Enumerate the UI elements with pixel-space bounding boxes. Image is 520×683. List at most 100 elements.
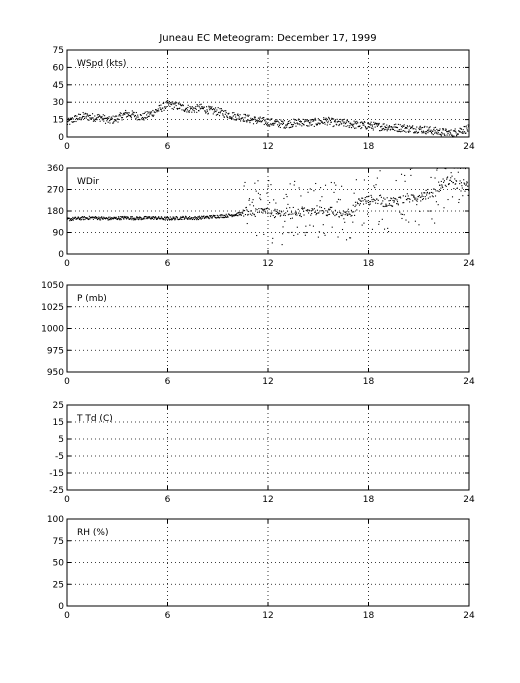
data-point (189, 106, 191, 108)
data-point (150, 113, 152, 115)
data-point (108, 117, 110, 119)
data-point (251, 119, 253, 121)
data-point (295, 212, 297, 214)
data-point (395, 123, 397, 125)
data-point (434, 195, 437, 197)
data-point (139, 119, 141, 121)
data-point (172, 218, 174, 220)
data-point (179, 218, 181, 220)
data-point (278, 124, 281, 127)
data-point (448, 131, 450, 133)
data-point (98, 115, 100, 117)
data-point (207, 216, 209, 218)
data-point (178, 103, 180, 105)
data-point (409, 130, 411, 133)
data-point (149, 111, 151, 113)
data-point (415, 128, 417, 130)
data-point (131, 216, 133, 218)
data-point (273, 217, 276, 219)
y-tick-label: 180 (47, 207, 64, 217)
data-point (404, 130, 406, 132)
data-point (180, 216, 183, 218)
data-point (338, 124, 340, 127)
data-point (438, 191, 440, 193)
y-tick-label: 50 (53, 559, 65, 569)
data-point (104, 115, 106, 117)
data-point (440, 187, 442, 189)
data-point (329, 123, 331, 125)
data-point (259, 197, 261, 199)
data-point (73, 120, 75, 123)
data-point (133, 217, 135, 219)
data-point (306, 119, 308, 121)
x-tick-label: 18 (363, 377, 375, 387)
x-tick-label: 6 (165, 611, 171, 621)
data-point (163, 109, 165, 111)
data-point (91, 113, 94, 115)
data-point (451, 196, 454, 198)
data-point (363, 121, 365, 123)
data-point (447, 132, 449, 134)
data-point (174, 217, 176, 219)
data-point (104, 117, 106, 119)
data-point (66, 121, 68, 123)
data-point (270, 124, 272, 126)
data-point (247, 214, 249, 216)
data-point (336, 213, 338, 215)
data-point (109, 122, 111, 124)
data-point (149, 217, 151, 219)
data-point (447, 131, 449, 133)
data-point (283, 197, 285, 200)
x-tick-label: 18 (363, 611, 375, 621)
data-point (79, 113, 82, 116)
data-point (407, 126, 409, 128)
data-point (231, 112, 234, 114)
data-point (247, 213, 249, 215)
data-point (422, 198, 424, 200)
data-point (405, 131, 407, 133)
data-point (235, 213, 237, 216)
data-point (385, 204, 387, 206)
data-point (126, 217, 128, 219)
x-tick-label: 0 (64, 611, 70, 621)
data-point (256, 122, 258, 124)
data-point (235, 214, 237, 217)
data-point (78, 216, 80, 219)
data-point (172, 102, 174, 104)
data-point (158, 217, 160, 219)
data-point (231, 118, 233, 120)
data-point (468, 126, 470, 128)
data-point (334, 215, 336, 217)
data-point (225, 216, 227, 218)
data-point (278, 213, 280, 215)
data-point (104, 122, 107, 124)
data-point (209, 109, 211, 111)
data-point (199, 218, 201, 220)
data-point (268, 208, 270, 210)
data-point (334, 119, 336, 121)
data-point (425, 133, 427, 135)
x-tick-label: 18 (363, 259, 375, 269)
data-point (303, 124, 305, 126)
data-point (290, 122, 292, 124)
data-point (135, 218, 137, 220)
data-point (151, 217, 153, 219)
data-point (312, 209, 314, 211)
data-point (170, 219, 172, 221)
data-point (329, 119, 331, 122)
data-point (373, 185, 375, 187)
data-point (242, 117, 244, 119)
data-point (363, 124, 365, 126)
data-point (94, 120, 96, 122)
data-point (193, 109, 195, 112)
data-point (107, 218, 109, 220)
data-point (116, 218, 118, 220)
data-point (244, 181, 246, 184)
data-point (301, 206, 303, 208)
data-point (119, 112, 121, 114)
data-point (349, 213, 351, 215)
data-point (253, 118, 255, 121)
data-point (140, 217, 142, 219)
data-point (202, 108, 204, 110)
